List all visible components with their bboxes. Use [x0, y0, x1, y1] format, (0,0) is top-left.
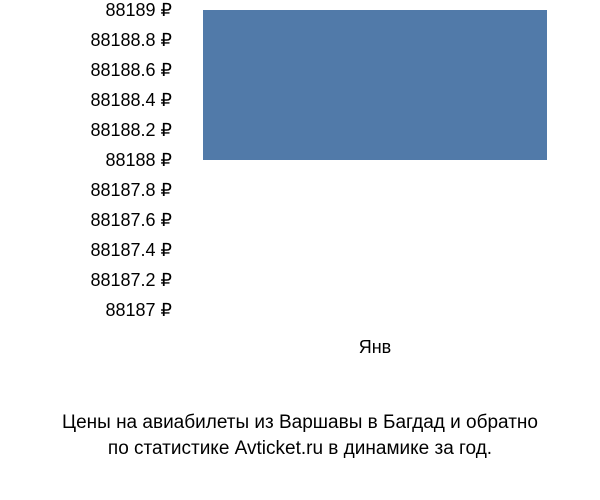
- y-tick: 88187 ₽: [105, 295, 172, 325]
- y-tick: 88188.8 ₽: [90, 25, 172, 55]
- price-chart: 88189 ₽88188.8 ₽88188.6 ₽88188.4 ₽88188.…: [0, 10, 600, 358]
- caption-line-2: по статистике Avticket.ru в динамике за …: [0, 436, 600, 462]
- y-tick: 88189 ₽: [105, 0, 172, 25]
- x-axis: Янв: [180, 325, 570, 358]
- y-tick: 88188.6 ₽: [90, 55, 172, 85]
- caption-line-1: Цены на авиабилеты из Варшавы в Багдад и…: [0, 410, 600, 436]
- y-tick: 88188 ₽: [105, 145, 172, 175]
- plot-area: [180, 10, 570, 310]
- y-tick: 88188.4 ₽: [90, 85, 172, 115]
- y-tick: 88188.2 ₽: [90, 115, 172, 145]
- y-axis: 88189 ₽88188.8 ₽88188.6 ₽88188.4 ₽88188.…: [0, 10, 180, 325]
- y-tick: 88187.2 ₽: [90, 265, 172, 295]
- y-tick: 88187.4 ₽: [90, 235, 172, 265]
- x-tick: Янв: [359, 337, 392, 358]
- plot-row: 88189 ₽88188.8 ₽88188.6 ₽88188.4 ₽88188.…: [0, 10, 600, 325]
- chart-caption: Цены на авиабилеты из Варшавы в Багдад и…: [0, 410, 600, 461]
- y-tick: 88187.6 ₽: [90, 205, 172, 235]
- bar: [203, 10, 546, 160]
- y-tick: 88187.8 ₽: [90, 175, 172, 205]
